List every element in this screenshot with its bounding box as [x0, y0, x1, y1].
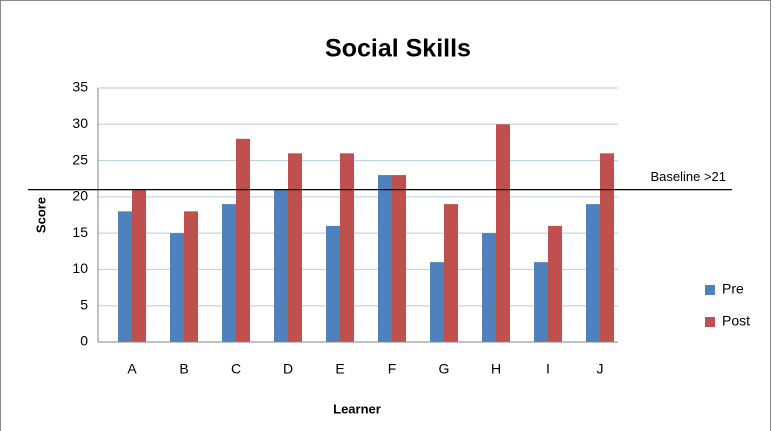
x-tick-label: F	[388, 361, 397, 377]
y-tick-label: 30	[72, 115, 88, 131]
legend-swatch	[705, 317, 715, 327]
bar	[236, 138, 250, 342]
y-tick-label: 0	[80, 333, 88, 349]
bar	[430, 262, 444, 342]
bar	[340, 153, 354, 342]
bar	[118, 211, 132, 342]
bar	[378, 175, 392, 342]
bar	[496, 124, 510, 343]
x-tick-label: B	[179, 361, 188, 377]
bar	[288, 153, 302, 342]
y-tick-label: 15	[72, 224, 88, 240]
x-tick-label: A	[127, 361, 137, 377]
x-axis-label: Learner	[333, 401, 381, 416]
bar	[274, 189, 288, 342]
y-axis-label: Score	[33, 197, 48, 233]
legend-label: Post	[722, 313, 750, 329]
bar	[444, 204, 458, 342]
y-tick-label: 20	[72, 188, 88, 204]
chart-title: Social Skills	[325, 35, 471, 63]
bar	[482, 233, 496, 342]
bar	[534, 262, 548, 342]
bar	[326, 225, 340, 342]
bar	[392, 175, 406, 342]
bar	[586, 204, 600, 342]
bar	[222, 204, 236, 342]
x-tick-label: J	[597, 361, 604, 377]
bar	[184, 211, 198, 342]
x-tick-label: D	[283, 361, 293, 377]
y-tick-label: 25	[72, 151, 88, 167]
bar	[548, 225, 562, 342]
baseline-label: Baseline >21	[650, 169, 726, 184]
y-tick-label: 35	[72, 79, 88, 95]
legend-swatch	[705, 285, 715, 295]
legend-label: Pre	[722, 281, 744, 297]
y-tick-label: 10	[72, 260, 88, 276]
x-tick-label: C	[231, 361, 241, 377]
x-tick-label: G	[439, 361, 450, 377]
x-tick-label: H	[491, 361, 501, 377]
bar	[600, 153, 614, 342]
y-tick-label: 5	[80, 296, 88, 312]
bar	[132, 189, 146, 342]
x-tick-label: I	[546, 361, 550, 377]
x-tick-label: E	[335, 361, 344, 377]
bar	[170, 233, 184, 342]
